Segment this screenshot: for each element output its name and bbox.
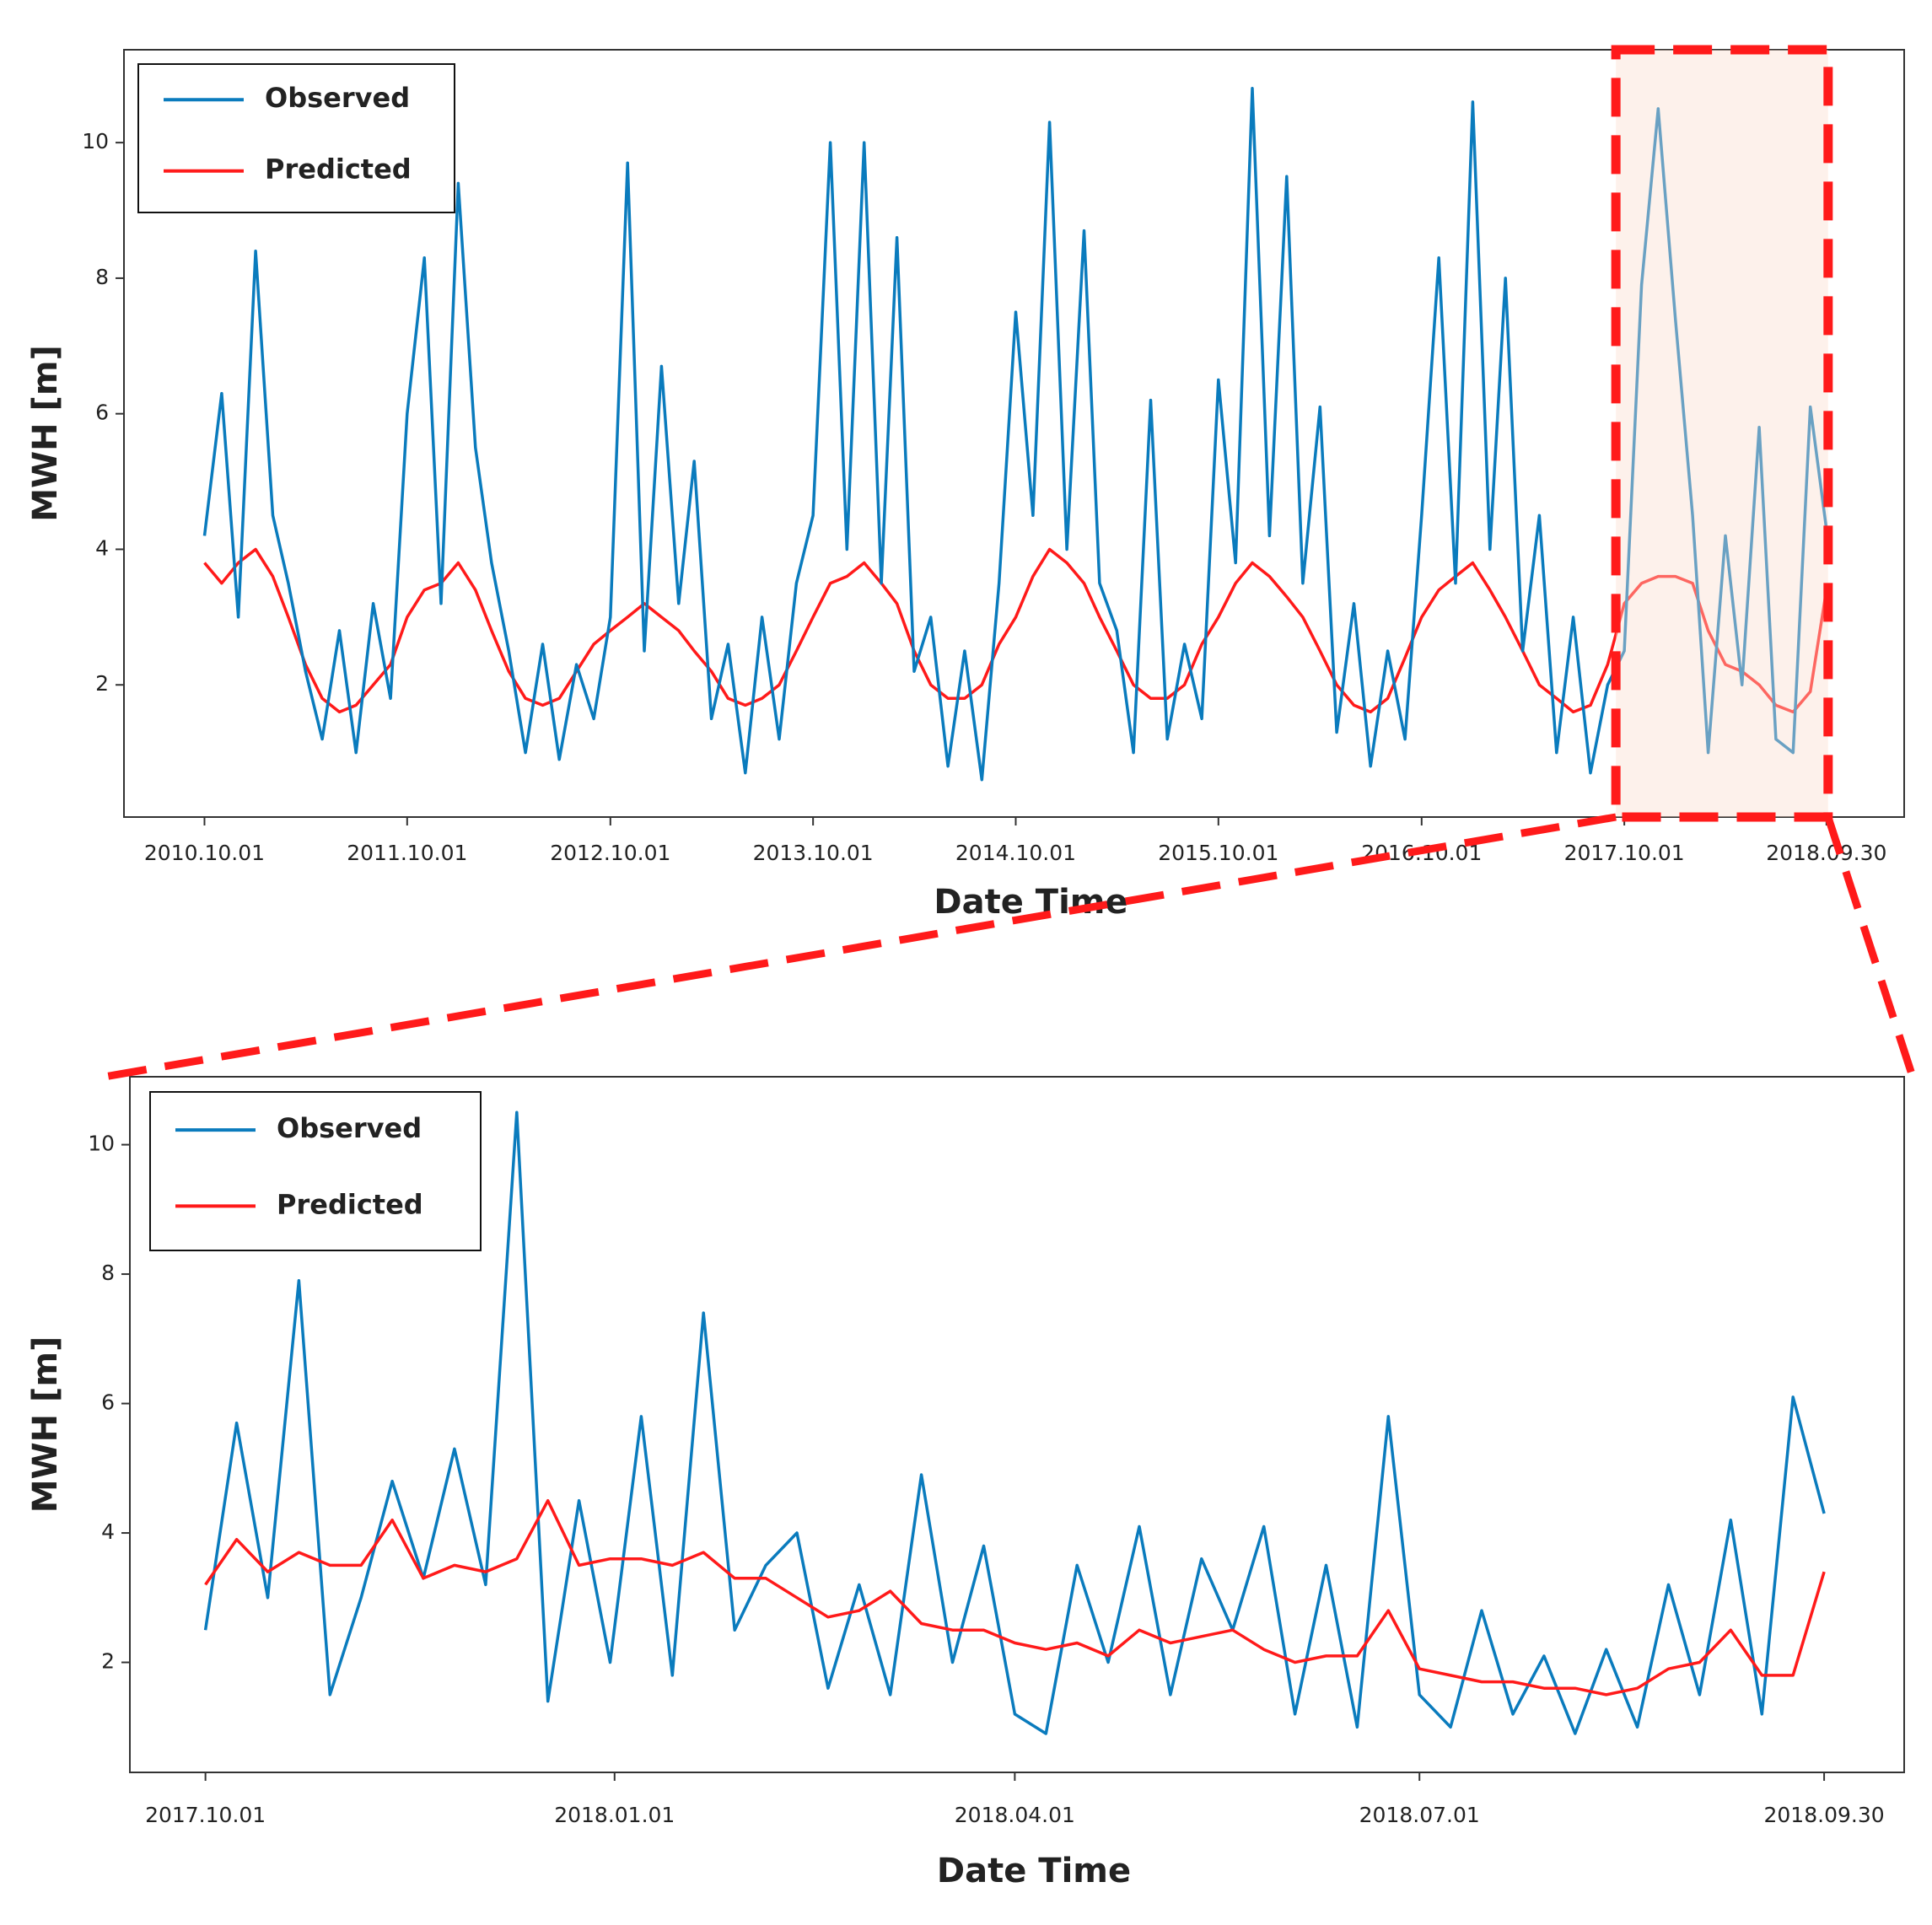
- x-tick-label: 2018.09.30: [1766, 841, 1886, 865]
- x-tick-label: 2018.07.01: [1359, 1803, 1480, 1827]
- x-tick-label: 2015.10.01: [1158, 841, 1278, 865]
- legend-label: Predicted: [277, 1188, 423, 1220]
- x-tick-label: 2018.09.30: [1764, 1803, 1885, 1827]
- series-line: [202, 87, 1828, 782]
- x-tick-label: 2012.10.01: [550, 841, 670, 865]
- x-tick-label: 2014.10.01: [955, 841, 1076, 865]
- y-axis-label: MWH [m]: [26, 1336, 65, 1514]
- plot-area: [203, 1110, 1826, 1735]
- x-tick-label: 2017.10.01: [1564, 841, 1685, 865]
- y-tick-label: 2: [95, 671, 109, 696]
- legend-box: [137, 63, 455, 213]
- plot-area: [202, 87, 1828, 782]
- legend-label: Observed: [265, 82, 410, 114]
- y-tick-label: 4: [101, 1519, 115, 1544]
- y-tick-label: 8: [95, 265, 109, 289]
- y-tick-label: 2: [101, 1649, 115, 1674]
- x-tick-label: 2017.10.01: [145, 1803, 266, 1827]
- legend-label: Predicted: [265, 153, 412, 186]
- legend: Observed Predicted: [149, 1091, 482, 1251]
- y-tick-label: 6: [95, 401, 109, 425]
- y-tick-label: 8: [101, 1261, 115, 1285]
- legend-box: [149, 1091, 482, 1251]
- x-tick-label: 2018.04.01: [955, 1803, 1075, 1827]
- series-line: [203, 547, 1828, 714]
- y-tick-label: 4: [95, 535, 109, 560]
- x-tick-label: 2013.10.01: [753, 841, 874, 865]
- axes-frame: [129, 1076, 1905, 1773]
- axes-frame: [123, 49, 1905, 818]
- zoom-region: [1611, 45, 1833, 822]
- x-tick-label: 2011.10.01: [347, 841, 467, 865]
- y-tick-label: 6: [101, 1390, 115, 1415]
- zoom-connector: [1824, 815, 1917, 1078]
- x-tick-label: 2010.10.01: [144, 841, 265, 865]
- legend: Observed Predicted: [137, 63, 455, 213]
- zoom-connector: [104, 813, 1617, 1081]
- x-tick-label: 2018.01.01: [554, 1803, 675, 1827]
- y-tick-label: 10: [88, 1132, 115, 1156]
- series-line: [203, 1110, 1826, 1735]
- y-axis-label: MWH [m]: [26, 345, 65, 522]
- x-axis-label: Date Time: [937, 1852, 1131, 1890]
- legend-label: Observed: [277, 1112, 422, 1144]
- y-tick-label: 10: [82, 129, 109, 153]
- series-line: [204, 1498, 1826, 1696]
